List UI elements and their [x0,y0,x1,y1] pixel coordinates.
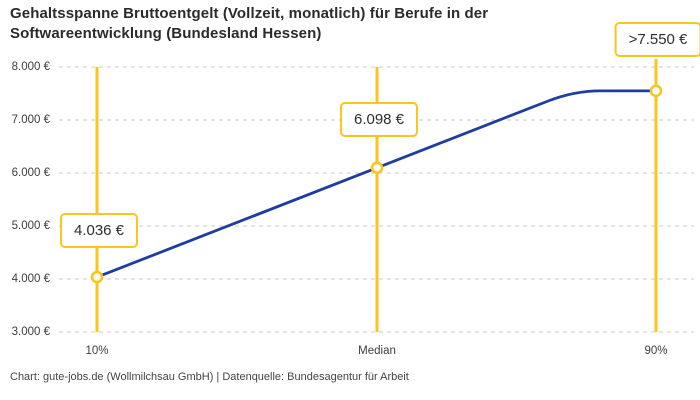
y-axis-tick-label: 8.000 € [11,61,50,73]
y-axis: 8.000 € 7.000 € 6.000 € 5.000 € 4.000 € 3.000… [0,0,50,400]
y-axis-tick-label: 5.000 € [11,220,50,232]
data-point-marker [370,161,384,175]
y-axis-tick-label: 7.000 € [11,114,50,126]
y-axis-tick-label: 6.000 € [11,167,50,179]
y-axis-tick-label: 3.000 € [11,326,50,338]
chart-credit: Chart: gute-jobs.de (Wollmilchsau GmbH) … [10,371,409,383]
salary-line [95,89,658,279]
data-point-marker [90,270,104,284]
data-point-marker [649,84,663,98]
chart-title: Gehaltsspanne Bruttoentgelt (Vollzeit, m… [10,5,489,42]
y-axis-tick-label: 4.000 € [11,273,50,285]
